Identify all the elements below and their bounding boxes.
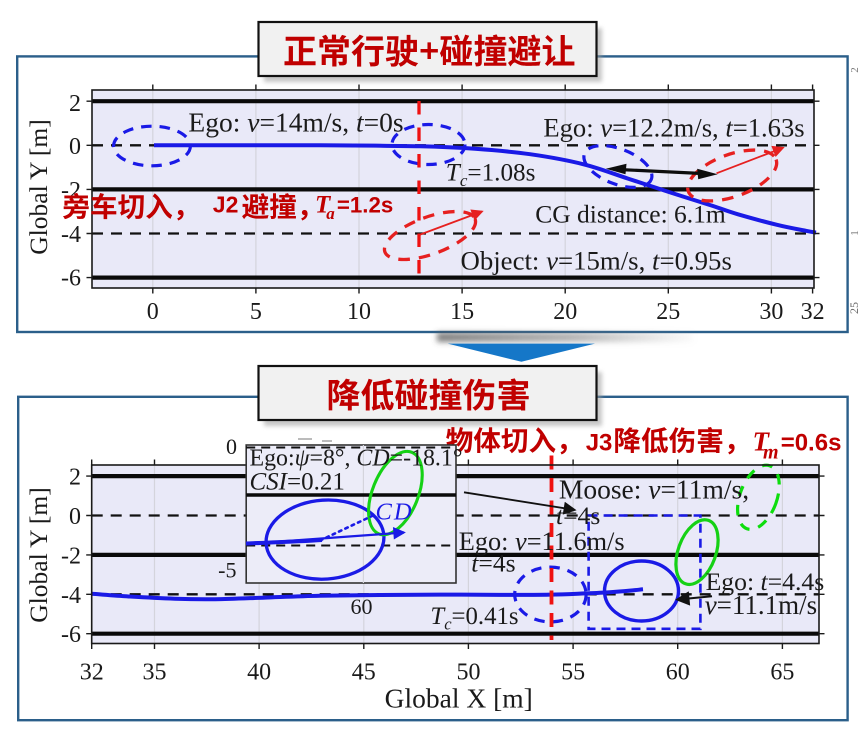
svg-text:30: 30 <box>759 299 783 325</box>
svg-text:Global X [m]: Global X [m] <box>385 682 533 713</box>
svg-text:J3: J3 <box>586 430 613 457</box>
svg-text:-4: -4 <box>61 583 81 609</box>
svg-text:Tc=0.41s: Tc=0.41s <box>430 603 518 634</box>
svg-text:Moose: v=11m/s,: Moose: v=11m/s, <box>559 474 749 505</box>
svg-text:-6: -6 <box>61 622 81 648</box>
svg-text:-4: -4 <box>61 222 81 248</box>
svg-text:35: 35 <box>142 660 166 686</box>
svg-text:1: 1 <box>849 230 861 236</box>
svg-text:2: 2 <box>69 465 81 491</box>
svg-text:-5: -5 <box>218 558 236 583</box>
svg-text:25: 25 <box>656 299 680 325</box>
svg-text:=1.2s: =1.2s <box>337 193 393 218</box>
svg-text:Ego: v=14m/s, t=0s: Ego: v=14m/s, t=0s <box>188 106 403 137</box>
svg-text:50: 50 <box>456 660 480 686</box>
svg-text:5: 5 <box>250 299 262 325</box>
svg-text:t=4s: t=4s <box>556 501 600 530</box>
svg-text:2: 2 <box>69 91 81 117</box>
svg-text:-6: -6 <box>61 266 81 292</box>
svg-text:32: 32 <box>80 660 104 686</box>
svg-text:=0.6s: =0.6s <box>781 430 842 457</box>
svg-text:-2: -2 <box>61 543 81 569</box>
svg-text:CG distance: 6.1m: CG distance: 6.1m <box>535 200 726 229</box>
svg-text:0: 0 <box>69 504 81 530</box>
svg-text:Object: v=15m/s, t=0.95s: Object: v=15m/s, t=0.95s <box>460 246 731 276</box>
svg-text:CD: CD <box>376 499 412 526</box>
svg-text:2: 2 <box>849 67 861 73</box>
svg-text:Ego: t=4.4s: Ego: t=4.4s <box>706 567 825 596</box>
svg-text:0: 0 <box>226 434 237 459</box>
svg-text:Ego: v=12.2m/s, t=1.63s: Ego: v=12.2m/s, t=1.63s <box>543 113 804 143</box>
svg-text:0: 0 <box>147 299 159 325</box>
svg-text:25: 25 <box>847 302 861 314</box>
svg-text:Tc=1.08s: Tc=1.08s <box>446 160 536 191</box>
svg-text:J2: J2 <box>213 192 239 218</box>
svg-text:Tm: Tm <box>753 427 779 464</box>
svg-text:15: 15 <box>450 299 474 325</box>
svg-text:v=11.1m/s: v=11.1m/s <box>705 590 817 620</box>
svg-text:CSI=0.21: CSI=0.21 <box>250 469 345 496</box>
svg-text:0: 0 <box>69 134 81 160</box>
svg-text:20: 20 <box>553 299 577 325</box>
svg-text:32: 32 <box>801 299 825 325</box>
svg-text:Ego:ψ=8°, CD=-18.1°: Ego:ψ=8°, CD=-18.1° <box>250 446 463 472</box>
svg-text:Global Y [m]: Global Y [m] <box>24 487 53 623</box>
svg-text:60: 60 <box>351 594 373 619</box>
svg-text:65: 65 <box>770 660 794 686</box>
svg-text:40: 40 <box>247 660 271 686</box>
svg-text:Ta: Ta <box>315 192 335 224</box>
svg-text:55: 55 <box>561 660 585 686</box>
svg-text:t=4s: t=4s <box>471 548 515 577</box>
svg-text:45: 45 <box>352 660 376 686</box>
svg-text:60: 60 <box>666 660 690 686</box>
svg-text:Ego: v=11.6m/s: Ego: v=11.6m/s <box>459 527 625 556</box>
svg-text:Global Y [m]: Global Y [m] <box>24 119 53 255</box>
svg-text:10: 10 <box>347 299 371 325</box>
